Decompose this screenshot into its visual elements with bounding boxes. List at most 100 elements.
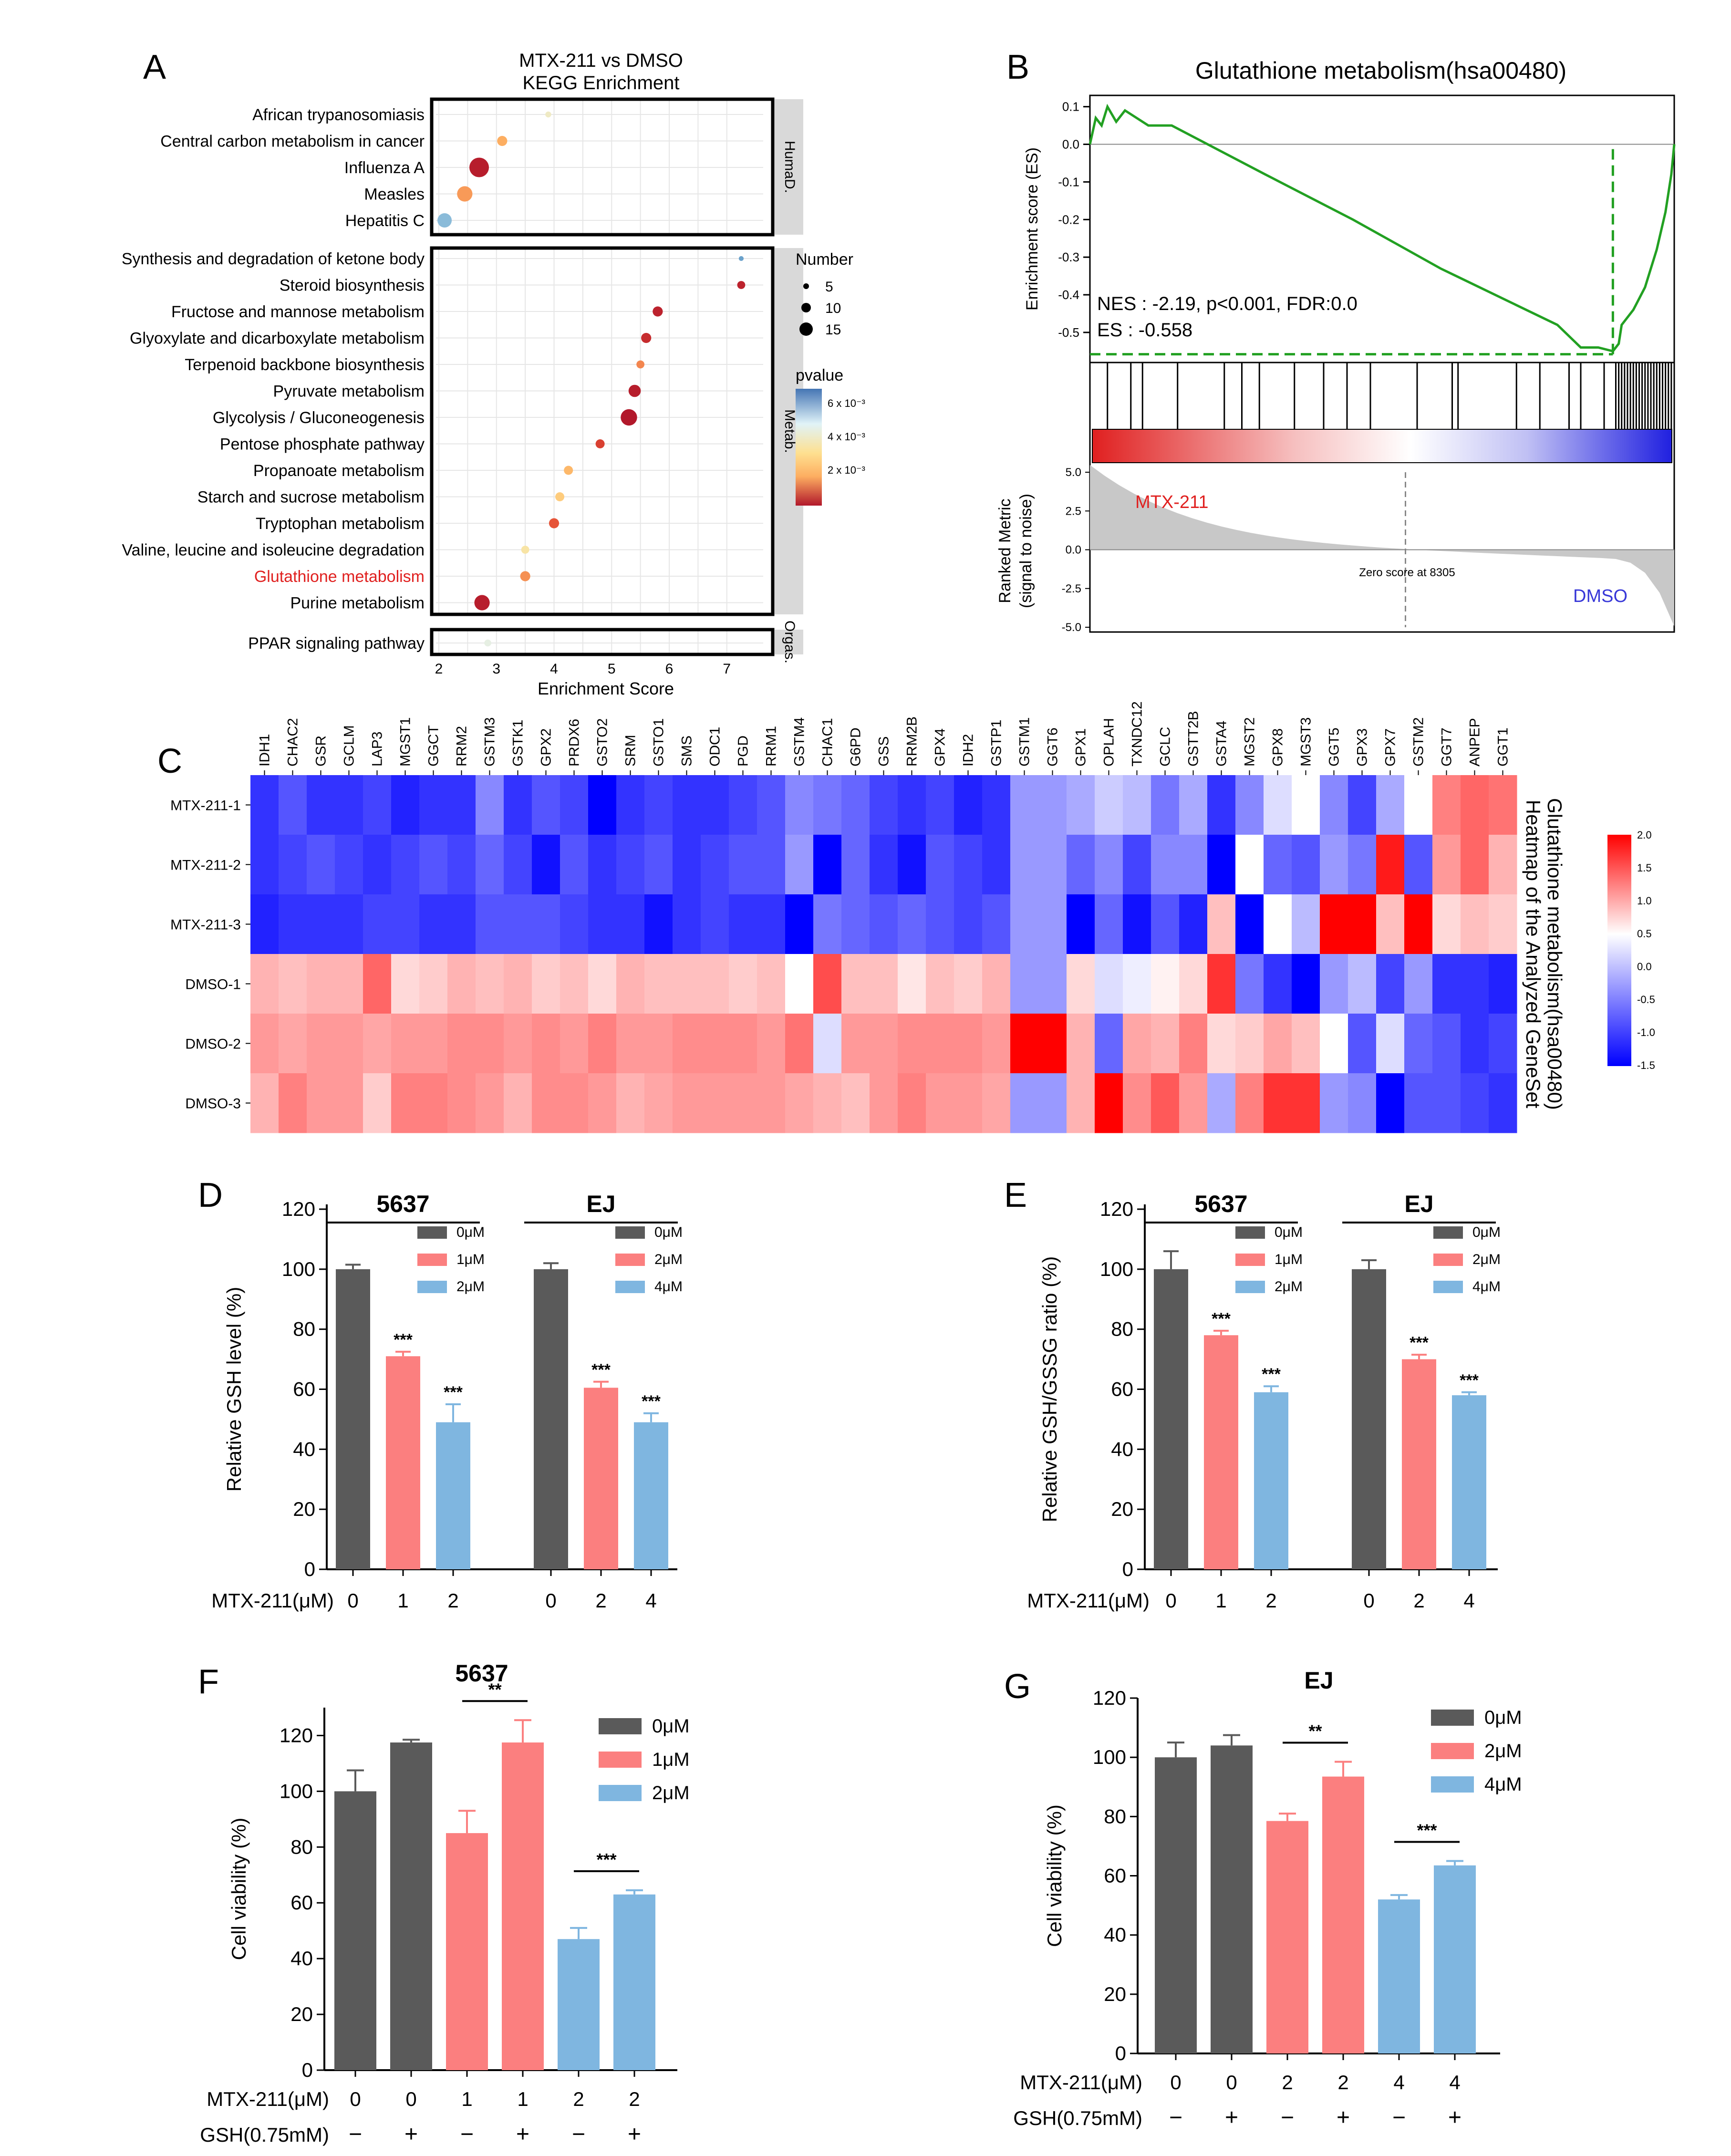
- panel-c-heat-cell: [954, 835, 983, 895]
- panel-f-mtx-value: 1: [461, 2088, 472, 2110]
- panel-c-heat-cell: [729, 1073, 757, 1133]
- panel-c-heat-cell: [1320, 954, 1348, 1014]
- panel-d-x-tick: 0: [545, 1589, 556, 1612]
- panel-f-y-tick: 40: [290, 1947, 313, 1969]
- panel-c-heat-cell: [1010, 1014, 1039, 1074]
- panel-g-gsh-sign: −: [1281, 2105, 1294, 2130]
- panel-g-bar: [1434, 1865, 1476, 2053]
- panel-b-y-tick: -0.4: [1058, 288, 1079, 302]
- panel-c-heat-cell: [616, 1073, 645, 1133]
- panel-c-heat-cell: [1067, 1014, 1095, 1074]
- panel-f-y-tick: 20: [290, 2003, 313, 2025]
- panel-c-heat-cell: [476, 1014, 504, 1074]
- panel-c-heat-cell: [532, 1014, 560, 1074]
- panel-e-legend-label: 4μM: [1472, 1279, 1501, 1295]
- panel-c-heat-cell: [1123, 1014, 1151, 1074]
- panel-c-heat-cell: [1404, 1073, 1433, 1133]
- panel-d-group-name: 5637: [376, 1191, 429, 1217]
- panel-c-heat-cell: [1151, 954, 1180, 1014]
- panel-c-heat-cell: [447, 894, 476, 954]
- panel-c-col-label: GSTM3: [482, 717, 498, 767]
- panel-c-heat-cell: [644, 894, 673, 954]
- panel-c-row-label: DMSO-2: [185, 1037, 241, 1052]
- panel-a-group-box-0: [430, 97, 775, 237]
- panel-c-col-label: GPX1: [1073, 728, 1089, 767]
- panel-c-col-label: SMS: [679, 736, 695, 767]
- panel-c-heat-cell: [898, 1014, 926, 1074]
- panel-c-heat-cell: [813, 835, 842, 895]
- panel-c-col-label: GSTM4: [792, 717, 808, 767]
- panel-c-heat-cell: [335, 894, 363, 954]
- panel-c-heat-cell: [926, 954, 954, 1014]
- panel-c-heat-cell: [532, 835, 560, 895]
- panel-a-term-label: Valine, leucine and isoleucine degradati…: [122, 541, 425, 560]
- panel-letter-d: D: [198, 1176, 223, 1214]
- panel-b-y-tick: 0.0: [1062, 137, 1079, 152]
- panel-e-y-tick: 20: [1111, 1498, 1133, 1520]
- panel-c-heat-cell: [982, 954, 1011, 1014]
- panel-a-dot: [641, 332, 652, 343]
- panel-c-heat-cell: [1207, 1073, 1236, 1133]
- panel-c-heat-cell: [1404, 835, 1433, 895]
- panel-c-heat-cell: [1348, 775, 1377, 835]
- panel-e-bar: [1402, 1359, 1436, 1569]
- panel-c-col-label: G6PD: [848, 727, 864, 767]
- panel-g-y-tick: 0: [1115, 2042, 1126, 2064]
- panel-c-heat-cell: [954, 954, 983, 1014]
- panel-a-term-label: Glutathione metabolism: [254, 568, 425, 586]
- panel-c-heat-cell: [757, 775, 786, 835]
- panel-c-heat-cell: [1292, 1014, 1320, 1074]
- panel-c-heat-cell: [476, 835, 504, 895]
- panel-c-col-label: GGT7: [1439, 727, 1455, 767]
- panel-c-heat-cell: [1095, 835, 1123, 895]
- panel-c-heat-cell: [1432, 894, 1461, 954]
- panel-f-mtx-value: 2: [573, 2088, 584, 2110]
- panel-d-legend-swatch: [615, 1226, 645, 1239]
- panel-c-heat-cell: [419, 1073, 448, 1133]
- panel-c-heat-cell: [560, 894, 589, 954]
- panel-c-col-label: GSTM1: [1017, 717, 1033, 767]
- panel-c-heat-cell: [785, 954, 814, 1014]
- panel-f-sig-label: **: [488, 1679, 501, 1699]
- panel-c-heat-cell: [729, 775, 757, 835]
- panel-c-heat-cell: [447, 1073, 476, 1133]
- panel-c-col-label: RRM2: [454, 726, 470, 767]
- panel-c-row-label: MTX-211-2: [170, 858, 241, 873]
- panel-c-heat-cell: [1067, 954, 1095, 1014]
- panel-letter-b: B: [1006, 48, 1029, 86]
- panel-d-x-tick: 2: [595, 1589, 606, 1612]
- panel-c-heat-cell: [841, 1014, 870, 1074]
- panel-d-y-tick: 0: [304, 1558, 315, 1580]
- panel-c-heat-cell: [841, 954, 870, 1014]
- panel-a-x-label: Enrichment Score: [538, 679, 674, 698]
- panel-c-heat-cell: [504, 894, 532, 954]
- panel-c-side-title-1: Glutathione metabolism(hsa00480): [1544, 798, 1566, 1110]
- panel-c-scale-tick: 2.0: [1637, 829, 1652, 841]
- panel-c-scale-tick: -0.5: [1637, 994, 1655, 1005]
- panel-b-annotation-nes: NES : -2.19, p<0.001, FDR:0.0: [1097, 293, 1358, 314]
- panel-c-row-label: DMSO-3: [185, 1096, 241, 1112]
- panel-f-mtx-value: 0: [350, 2088, 361, 2110]
- panel-c-heat-cell: [1320, 1073, 1348, 1133]
- panel-g-y-tick: 60: [1104, 1865, 1126, 1887]
- panel-d-legend-swatch: [417, 1254, 447, 1266]
- panel-c-heat-cell: [1179, 835, 1208, 895]
- panel-g-legend-swatch: [1431, 1776, 1474, 1793]
- panel-a-dot: [497, 135, 508, 146]
- panel-g-legend-swatch: [1431, 1710, 1474, 1726]
- panel-a-term-label: Propanoate metabolism: [253, 462, 425, 480]
- panel-c-heat-cell: [307, 954, 335, 1014]
- panel-c-heat-cell: [307, 835, 335, 895]
- panel-b-zero-cross-label: Zero score at 8305: [1359, 566, 1455, 579]
- panel-c-col-label: GGCT: [426, 725, 442, 767]
- panel-b-y-tick: -0.5: [1058, 325, 1079, 340]
- panel-f-gsh-sign: +: [516, 2122, 529, 2147]
- panel-c-heat-cell: [1235, 1014, 1264, 1074]
- panel-c-heat-cell: [616, 894, 645, 954]
- panel-d-y-label: Relative GSH level (%): [223, 1287, 245, 1492]
- panel-e-sig-label: ***: [1212, 1310, 1231, 1328]
- panel-g-gsh-sign: +: [1448, 2105, 1462, 2130]
- panel-c-heat-cell: [476, 1073, 504, 1133]
- panel-b-metric-tick: 5.0: [1066, 466, 1081, 479]
- panel-c-heat-cell: [419, 954, 448, 1014]
